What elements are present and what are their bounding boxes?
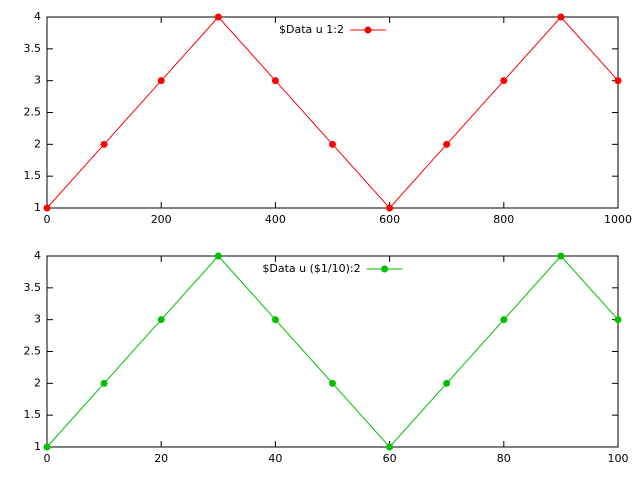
y-tick-label: 1.5 xyxy=(24,169,42,182)
point xyxy=(500,77,508,85)
point xyxy=(443,379,451,387)
plot-frame xyxy=(46,16,619,209)
x-tick-label: 0 xyxy=(44,213,51,226)
point xyxy=(43,204,51,212)
y-tick-label: 3 xyxy=(34,313,41,326)
y-tick-label: 4 xyxy=(34,249,41,262)
point xyxy=(614,316,622,324)
series-line xyxy=(46,16,619,209)
y-tick-label: 1.5 xyxy=(24,408,42,421)
x-tick-label: 800 xyxy=(493,213,514,226)
point xyxy=(214,13,222,21)
y-tick-label: 4 xyxy=(34,10,41,23)
point xyxy=(614,77,622,85)
y-tick-label: 3.5 xyxy=(24,281,42,294)
point xyxy=(443,140,451,148)
plot-frame xyxy=(46,255,619,448)
point xyxy=(157,316,165,324)
x-tick-label: 40 xyxy=(268,452,282,465)
legend-label: $Data u 1:2 xyxy=(279,23,344,36)
y-tick-label: 2 xyxy=(34,137,41,150)
y-tick-label: 2.5 xyxy=(24,106,42,119)
x-tick-label: 1000 xyxy=(604,213,632,226)
point xyxy=(100,140,108,148)
x-tick-label: 80 xyxy=(497,452,511,465)
y-tick-label: 1 xyxy=(34,201,41,214)
legend-marker xyxy=(381,265,389,273)
point xyxy=(386,443,394,451)
legend-label: $Data u ($1/10):2 xyxy=(262,262,360,275)
y-tick-label: 2 xyxy=(34,376,41,389)
point xyxy=(100,379,108,387)
x-tick-label: 400 xyxy=(265,213,286,226)
point xyxy=(157,77,165,85)
series-line xyxy=(46,255,619,448)
x-tick-label: 20 xyxy=(154,452,168,465)
point xyxy=(43,443,51,451)
point xyxy=(557,13,565,21)
y-tick-label: 3.5 xyxy=(24,42,42,55)
point xyxy=(214,252,222,260)
x-tick-label: 600 xyxy=(379,213,400,226)
point xyxy=(557,252,565,260)
point xyxy=(271,77,279,85)
point xyxy=(386,204,394,212)
y-tick-label: 2.5 xyxy=(24,345,42,358)
x-tick-label: 100 xyxy=(608,452,629,465)
point xyxy=(271,316,279,324)
x-tick-label: 0 xyxy=(44,452,51,465)
y-tick-label: 3 xyxy=(34,74,41,87)
point xyxy=(500,316,508,324)
legend-marker xyxy=(364,26,372,34)
point xyxy=(329,140,336,148)
x-tick-label: 200 xyxy=(151,213,172,226)
x-tick-label: 60 xyxy=(383,452,397,465)
point xyxy=(329,379,336,387)
y-tick-label: 1 xyxy=(34,440,41,453)
